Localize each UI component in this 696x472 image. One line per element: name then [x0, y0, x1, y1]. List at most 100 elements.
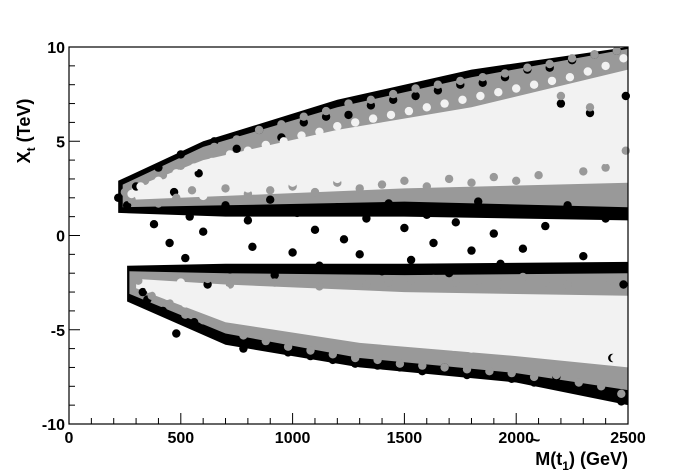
data-point-series-2-49: [565, 73, 575, 82]
y-axis-ticks: -10 -5 0 5 10: [42, 40, 80, 434]
data-point-series-0-64: [467, 246, 476, 255]
data-point-series-1-8: [172, 193, 181, 202]
data-point-series-1-10: [181, 310, 190, 319]
data-point-series-2-51: [583, 67, 592, 76]
data-point-series-1-56: [440, 363, 449, 372]
data-point-series-2-25: [351, 118, 360, 127]
point-density-band-5: [136, 278, 628, 368]
data-point-series-1-44: [373, 355, 382, 365]
data-point-series-1-7: [165, 299, 174, 308]
data-point-series-1-40: [351, 353, 360, 363]
data-point-series-0-88: [601, 214, 610, 223]
data-point-series-0-16: [199, 227, 208, 236]
data-point-series-0-22: [232, 144, 241, 153]
data-point-series-2-76: [612, 325, 621, 334]
data-point-series-1-11: [187, 186, 197, 195]
data-point-series-1-76: [552, 370, 561, 380]
data-point-series-1-27: [277, 120, 286, 129]
data-point-series-1-16: [216, 321, 226, 331]
data-point-series-0-80: [556, 99, 566, 108]
data-point-series-0-8: [165, 238, 174, 248]
data-point-series-2-54: [610, 353, 619, 363]
data-point-series-0-93: [621, 91, 630, 101]
data-point-series-2-12: [234, 312, 244, 321]
data-point-series-2-26: [360, 331, 369, 340]
data-point-series-2-28: [377, 335, 387, 344]
data-point-series-2-19: [297, 131, 306, 140]
data-point-series-0-40: [333, 203, 342, 212]
data-point-series-2-35: [440, 99, 449, 108]
data-point-series-0-25: [248, 242, 257, 251]
data-point-series-2-23: [333, 122, 342, 131]
data-point-series-1-18: [225, 280, 235, 289]
data-point-series-2-33: [422, 103, 431, 112]
data-point-series-1-55: [433, 80, 443, 89]
data-point-series-1-14: [203, 274, 212, 284]
data-point-series-1-5: [154, 199, 163, 208]
data-point-series-1-72: [529, 372, 539, 382]
data-point-series-0-81: [563, 201, 572, 210]
data-point-series-2-17: [279, 137, 288, 146]
data-point-series-0-42: [344, 110, 353, 120]
data-point-series-1-41: [355, 184, 364, 193]
data-point-series-0-61: [451, 218, 460, 227]
data-point-series-1-67: [500, 69, 510, 78]
data-point-series-1-45: [377, 180, 387, 189]
data-point-series-0-72: [512, 206, 521, 216]
data-point-series-1-48: [395, 359, 405, 368]
data-point-series-1-52: [418, 361, 427, 370]
data-point-series-1-2: [134, 276, 143, 285]
data-point-series-2-22: [324, 327, 333, 336]
data-point-series-1-75: [545, 59, 554, 69]
data-point-series-0-32: [288, 248, 297, 257]
y-axis-title-unit: (TeV): [14, 99, 34, 148]
data-point-series-1-70: [518, 272, 528, 282]
data-point-series-0-49: [384, 199, 393, 208]
x-tick-label: 2000: [498, 430, 534, 447]
y-axis-title: Xt (TeV): [14, 99, 38, 164]
data-point-series-2-47: [547, 76, 557, 86]
x-axis-ticks: 0 500 1000 1500 2000 2500: [65, 413, 646, 447]
data-point-series-0-10: [172, 329, 181, 338]
data-point-series-1-79: [567, 54, 577, 63]
y-tick-label: -10: [42, 417, 65, 434]
data-point-series-0-52: [400, 223, 409, 233]
data-point-series-0-5: [149, 220, 159, 229]
data-point-series-1-46: [384, 278, 393, 287]
data-point-series-2-10: [216, 308, 226, 317]
x-axis-title-symbol: t: [556, 449, 562, 469]
data-point-series-2-41: [494, 88, 503, 97]
x-axis-title-subscript: 1: [562, 459, 569, 472]
data-point-series-2-18: [288, 321, 297, 331]
data-point-series-0-73: [518, 244, 528, 253]
y-axis-title-subscript: t: [24, 147, 38, 151]
data-point-series-1-60: [462, 365, 472, 374]
data-point-series-0-69: [496, 259, 505, 268]
data-point-series-1-25: [266, 186, 275, 195]
data-point-series-2-36: [449, 342, 458, 351]
data-point-series-1-68: [507, 368, 516, 378]
data-point-series-0-44: [355, 250, 364, 259]
data-point-series-1-82: [585, 103, 595, 112]
data-point-series-0-36: [310, 225, 320, 234]
data-point-series-2-0: [127, 189, 136, 199]
data-point-series-1-26: [270, 278, 279, 287]
y-tick-label: 0: [56, 229, 65, 246]
data-point-series-1-23: [254, 125, 264, 135]
data-point-series-0-7: [158, 306, 168, 316]
data-point-series-2-74: [534, 314, 543, 323]
data-point-series-0-20: [221, 201, 230, 210]
data-point-series-1-0: [120, 187, 130, 197]
data-point-series-1-9: [176, 161, 185, 170]
data-point-series-2-72: [444, 306, 454, 316]
data-point-series-0-28: [266, 195, 275, 204]
data-point-series-2-2: [145, 284, 154, 293]
x-tick-label: 0: [65, 430, 74, 447]
data-point-series-0-76: [534, 265, 543, 274]
data-point-series-0-1: [122, 201, 132, 210]
data-point-series-2-75: [579, 318, 588, 327]
data-point-series-0-91: [617, 397, 626, 406]
data-point-series-1-42: [362, 280, 371, 289]
data-point-series-2-77: [590, 127, 599, 136]
data-point-series-2-64: [556, 159, 566, 169]
